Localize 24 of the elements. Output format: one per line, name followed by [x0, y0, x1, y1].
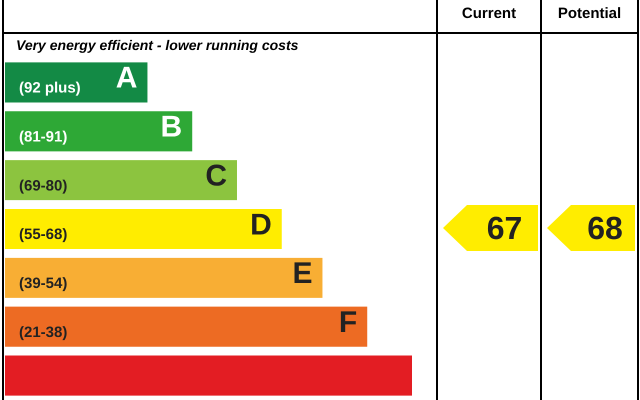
- bar: [5, 160, 237, 200]
- annotation: B: [160, 110, 182, 144]
- text: Current: [462, 5, 516, 22]
- bar: [5, 306, 368, 347]
- bar: [5, 208, 282, 250]
- bar: [5, 111, 192, 152]
- text: 67: [486, 210, 522, 246]
- bar: [5, 356, 412, 396]
- y-tick-label: (21-38): [19, 324, 68, 341]
- bar: [5, 258, 322, 298]
- annotation: A: [116, 62, 138, 95]
- chart-title: Very energy efficient - lower running costs: [16, 36, 299, 53]
- annotation: F: [338, 306, 358, 339]
- bar: [5, 62, 148, 102]
- annotation: C: [205, 159, 227, 192]
- y-tick-label: (39-54): [19, 275, 68, 292]
- text: Potential: [558, 5, 622, 22]
- y-tick-label: (69-80): [19, 177, 68, 194]
- annotation: D: [250, 208, 272, 242]
- text: 68: [587, 210, 623, 246]
- y-tick-label: (81-91): [19, 128, 68, 146]
- y-tick-label: (55-68): [19, 226, 68, 244]
- y-tick-label: (92 plus): [19, 80, 81, 97]
- annotation: E: [292, 257, 312, 290]
